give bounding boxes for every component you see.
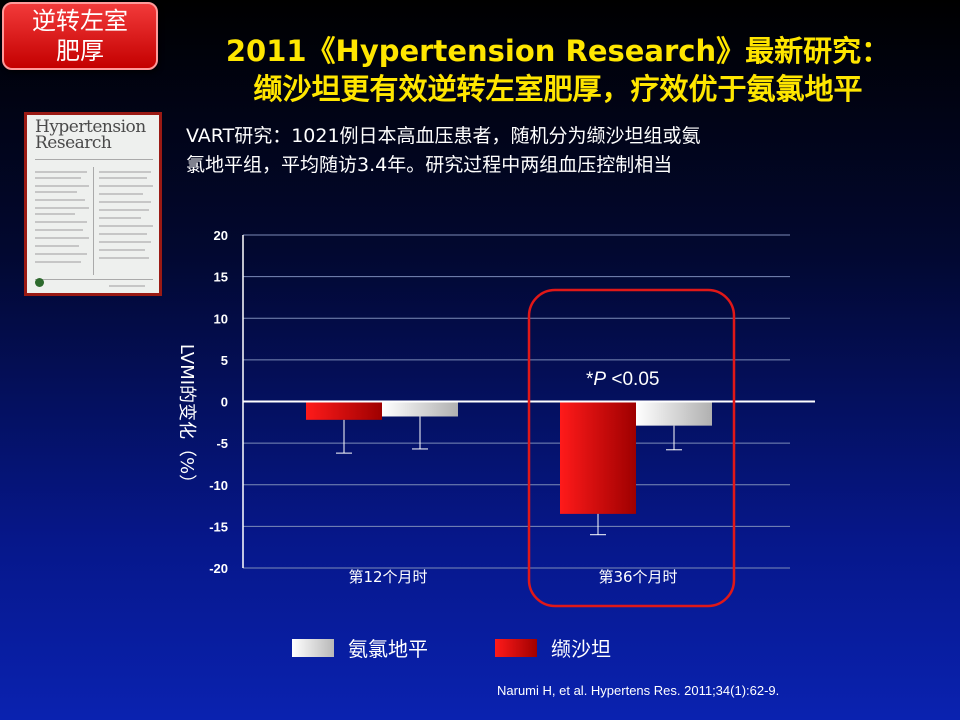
y-tick-label: -10 xyxy=(209,478,228,493)
citation: Narumi H, et al. Hypertens Res. 2011;34(… xyxy=(497,683,780,698)
bar-valsartan xyxy=(560,401,636,514)
publisher-logo-icon xyxy=(35,278,44,287)
legend-label-valsartan: 缬沙坦 xyxy=(551,637,611,661)
legend-item-valsartan: 缬沙坦 xyxy=(495,633,611,662)
y-tick-label: -5 xyxy=(216,436,228,451)
y-tick-label: 20 xyxy=(214,228,228,243)
topic-badge: 逆转左室 肥厚 xyxy=(2,2,158,70)
journal-cover-image: Hypertension Research xyxy=(24,112,162,296)
y-tick-label: 5 xyxy=(221,353,228,368)
legend-item-amlodipine: 氨氯地平 xyxy=(292,633,428,662)
significance-annotation: *P <0.05 xyxy=(586,369,659,390)
legend-label-amlodipine: 氨氯地平 xyxy=(348,637,428,661)
study-description-line2: 氯地平组，平均随访3.4年。研究过程中两组血压控制相当 xyxy=(186,154,673,176)
study-description: VART研究：1021例日本高血压患者，随机分为缬沙坦组或氨 氯地平组，平均随访… xyxy=(186,122,701,180)
topic-badge-line2: 肥厚 xyxy=(56,37,104,65)
slide-title-line1: 2011《Hypertension Research》最新研究： xyxy=(225,34,891,68)
study-description-line1: VART研究：1021例日本高血压患者，随机分为缬沙坦组或氨 xyxy=(186,125,701,147)
legend-swatch-amlodipine xyxy=(292,638,334,657)
bar-valsartan xyxy=(306,401,382,420)
journal-cover-title: Hypertension Research xyxy=(35,117,146,153)
highlight-box xyxy=(527,288,736,608)
x-tick-label: 第36个月时 xyxy=(598,568,677,586)
x-tick-label: 第12个月时 xyxy=(348,568,427,586)
y-tick-label: 0 xyxy=(221,395,228,410)
y-axis-label: LVMI的变化（%） xyxy=(176,344,197,492)
y-tick-label: -20 xyxy=(209,561,228,576)
y-tick-label: -15 xyxy=(209,519,228,534)
bar-amlodipine xyxy=(382,401,458,417)
y-tick-label: 10 xyxy=(214,311,228,326)
slide-title-line2: 缬沙坦更有效逆转左室肥厚，疗效优于氨氯地平 xyxy=(253,72,863,106)
y-tick-label: 15 xyxy=(214,270,228,285)
slide-title: 2011《Hypertension Research》最新研究： 缬沙坦更有效逆… xyxy=(168,32,948,108)
topic-badge-line1: 逆转左室 xyxy=(32,7,128,35)
bar-amlodipine xyxy=(636,401,712,426)
legend-swatch-valsartan xyxy=(495,638,537,657)
